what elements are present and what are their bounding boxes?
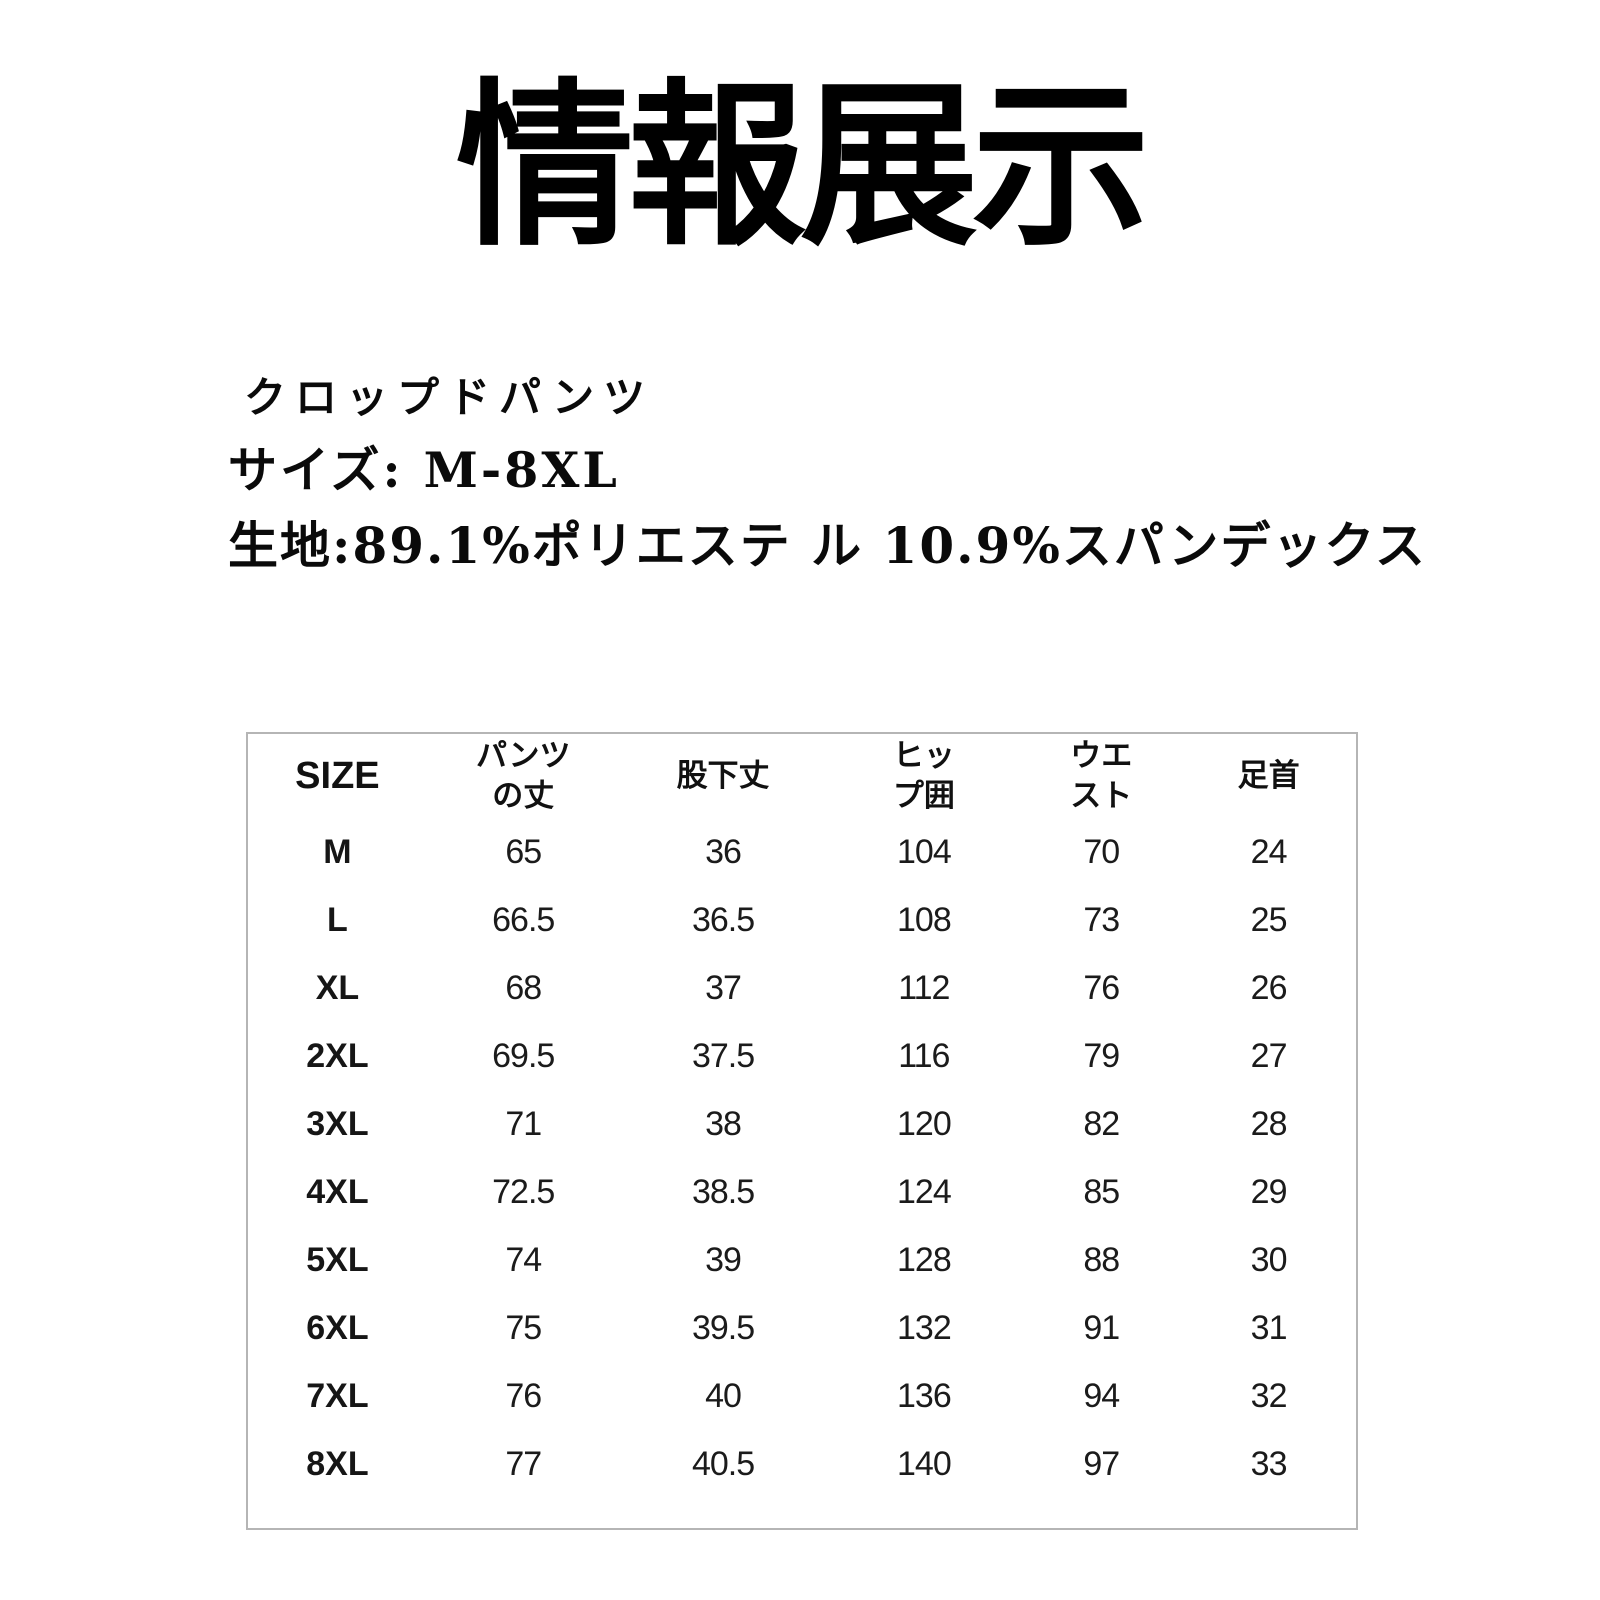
table-cell-value: 77 <box>505 1444 542 1483</box>
table-cell-value: 73 <box>1083 900 1120 939</box>
table-cell-value: 66.5 <box>492 900 555 939</box>
table-row-size-label: 8XL <box>306 1444 369 1483</box>
table-cell-value: 30 <box>1250 1240 1288 1279</box>
table-cell-value: 79 <box>1083 1036 1120 1075</box>
table-cell-value: 24 <box>1250 832 1288 871</box>
table-row-size-label: L <box>327 900 348 939</box>
table-cell-value: 40.5 <box>691 1444 755 1483</box>
table-row-size-label: M <box>323 832 352 871</box>
table-cell-value: 25 <box>1250 900 1288 939</box>
table-cell-value: 69.5 <box>492 1036 555 1075</box>
column-header: ウエ スト <box>1070 738 1133 814</box>
table-cell-value: 140 <box>897 1444 952 1483</box>
table-row-size-label: XL <box>315 968 360 1007</box>
table-cell-value: 91 <box>1083 1308 1120 1347</box>
table-cell-value: 39 <box>705 1240 742 1279</box>
table-cell-value: 37.5 <box>691 1036 755 1075</box>
table-cell-value: 72.5 <box>492 1172 555 1211</box>
table-cell-value: 36.5 <box>691 900 755 939</box>
table-cell-value: 112 <box>898 968 950 1007</box>
table-row-size-label: 3XL <box>306 1104 369 1143</box>
product-name: クロップドパンツ <box>244 373 655 422</box>
table-cell-value: 108 <box>897 900 952 939</box>
table-cell-value: 32 <box>1250 1376 1288 1415</box>
column-header: ヒッ プ囲 <box>892 738 955 814</box>
table-cell-value: 37 <box>705 968 742 1007</box>
product-fabric-composition: 生地:89.1%ポリエステ ル 10.9%スパンデックス <box>228 516 1427 575</box>
table-cell-value: 38.5 <box>691 1172 755 1211</box>
table-cell-value: 36 <box>705 832 742 871</box>
table-cell-value: 29 <box>1250 1172 1288 1211</box>
table-cell-value: 97 <box>1083 1444 1120 1483</box>
column-header: パンツ の丈 <box>475 738 571 814</box>
column-header: 足首 <box>1237 758 1300 794</box>
column-header: 股下丈 <box>676 758 770 794</box>
table-cell-value: 88 <box>1083 1240 1120 1279</box>
table-cell-value: 65 <box>505 832 542 871</box>
table-cell-value: 128 <box>897 1240 952 1279</box>
table-cell-value: 85 <box>1083 1172 1120 1211</box>
table-cell-value: 39.5 <box>691 1308 755 1347</box>
page-title: 情報展示 <box>456 61 1150 270</box>
column-header-size: SIZE <box>295 755 380 797</box>
table-cell-value: 70 <box>1083 832 1120 871</box>
table-cell-value: 75 <box>505 1308 542 1347</box>
table-row-size-label: 5XL <box>306 1240 369 1279</box>
table-cell-value: 120 <box>897 1104 952 1143</box>
table-cell-value: 76 <box>505 1376 542 1415</box>
table-cell-value: 124 <box>897 1172 952 1211</box>
table-cell-value: 38 <box>705 1104 742 1143</box>
table-cell-value: 27 <box>1250 1036 1288 1075</box>
table-row-size-label: 6XL <box>306 1308 369 1347</box>
table-cell-value: 136 <box>897 1376 952 1415</box>
table-cell-value: 28 <box>1250 1104 1288 1143</box>
size-table: SIZE パンツ の丈 股下丈 ヒッ プ囲 ウエ スト 足首 M 65 36 104 70 24 L 66… <box>246 732 1358 1530</box>
table-row-size-label: 4XL <box>306 1172 369 1211</box>
table-cell-value: 31 <box>1250 1308 1288 1347</box>
table-cell-value: 94 <box>1083 1376 1120 1415</box>
table-cell-value: 116 <box>898 1036 950 1075</box>
table-cell-value: 68 <box>505 968 542 1007</box>
table-cell-value: 33 <box>1250 1444 1288 1483</box>
table-cell-value: 40 <box>705 1376 742 1415</box>
table-cell-value: 132 <box>897 1308 952 1347</box>
product-size-range: サイズ: M-8XL <box>228 441 620 499</box>
table-cell-value: 71 <box>505 1104 542 1143</box>
table-row-size-label: 7XL <box>306 1376 369 1415</box>
table-cell-value: 82 <box>1083 1104 1120 1143</box>
table-cell-value: 74 <box>505 1240 542 1279</box>
table-cell-value: 104 <box>897 832 952 871</box>
table-cell-value: 26 <box>1250 968 1288 1007</box>
table-cell-value: 76 <box>1083 968 1120 1007</box>
table-row-size-label: 2XL <box>306 1036 369 1075</box>
